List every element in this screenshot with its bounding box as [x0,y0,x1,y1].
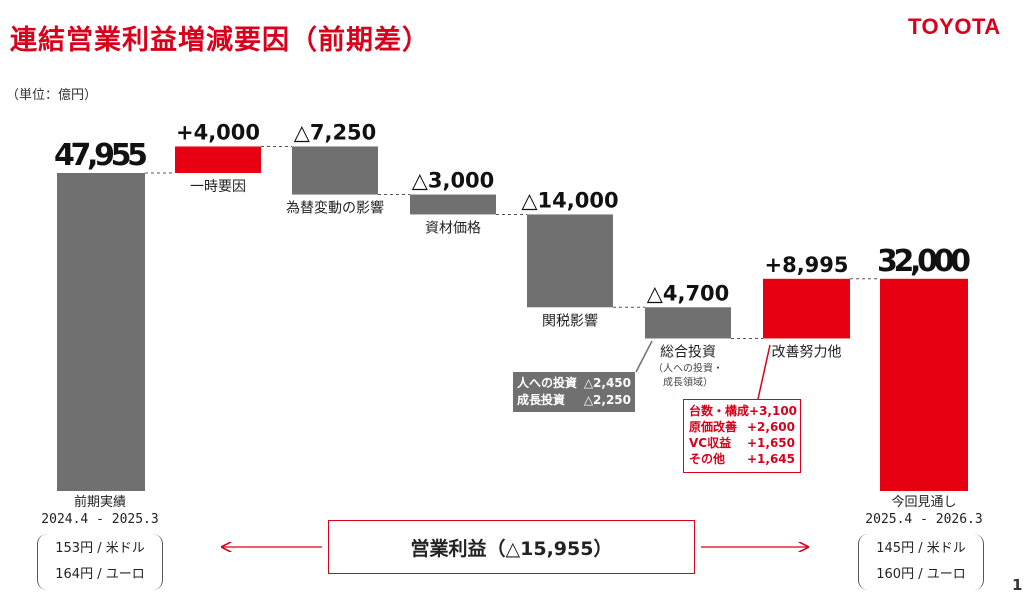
value-label: +4,000 [176,120,260,144]
value-label: 32,000 [877,244,971,279]
category-label: 為替変動の影響 [286,200,384,217]
bar-2 [292,146,378,195]
bar-1 [175,146,261,173]
kaizen-row-label: 台数・構成 [689,404,750,418]
kaizen-leader-line [757,344,771,400]
value-label: △7,250 [294,120,377,144]
current-period-range: 2025.4 - 2026.3 [865,512,983,527]
category-label: 一時要因 [190,179,246,195]
bar-0 [57,173,145,491]
kaizen-row: 台数・構成 +3,100 [689,403,798,419]
current-usd-rate: 145円 / 米ドル [876,541,966,556]
category-sublabel: 成長領域） [663,375,713,388]
current-period-label: 今回見通し [891,495,957,510]
unit-label: （単位：億円） [6,88,98,103]
kaizen-row-value: +3,100 [749,404,798,418]
value-label: △14,000 [521,188,618,212]
bar-3 [410,194,496,215]
bar-4 [527,214,613,308]
value-label: △3,000 [412,169,495,193]
kaizen-row: VC収益 +1,650 [689,435,795,451]
kaizen-row-label: VC収益 [689,436,732,450]
current-eur-rate: 160円 / ユーロ [876,567,966,582]
previous-fx-rates: 153円 / 米ドル 164円 / ユーロ [37,534,163,590]
previous-usd-rate: 153円 / 米ドル [55,541,145,556]
value-label: 47,955 [54,138,148,173]
page-title: 連結営業利益増減要因（前期差） [10,25,430,56]
current-fx-rates: 145円 / 米ドル 160円 / ユーロ [858,534,984,590]
operating-income-summary: 営業利益（△15,955） [328,520,695,574]
kaizen-row-value: +1,650 [746,436,795,450]
kaizen-row: その他 +1,645 [689,451,795,467]
investment-row: 人への投資 △2,450 [517,375,631,392]
kaizen-row-label: その他 [689,452,726,466]
kaizen-breakdown-box: 台数・構成 +3,100 原価改善 +2,600 VC収益 +1,650 その他… [683,399,801,473]
investment-row-label: 人への投資 [517,376,578,390]
investment-row-label: 成長投資 [517,393,566,407]
category-label: 総合投資 [660,344,716,360]
kaizen-row: 原価改善 +2,600 [689,419,795,435]
bar-5 [645,307,731,339]
investment-row: 成長投資 △2,250 [517,392,631,409]
bar-6 [763,278,850,339]
previous-eur-rate: 164円 / ユーロ [55,567,145,582]
category-sublabel: （人への投資・ [653,361,723,374]
category-label: 改善努力他 [772,344,842,360]
investment-leader-line [635,340,653,373]
investment-breakdown-box: 人への投資 △2,450 成長投資 △2,250 [513,372,635,412]
investment-row-value: △2,250 [583,393,631,407]
investment-row-value: △2,450 [583,376,631,390]
previous-period-label: 前期実績 [73,495,126,510]
previous-period-range: 2024.4 - 2025.3 [41,512,159,527]
kaizen-row-value: +1,645 [746,452,795,466]
category-label: 資材価格 [425,220,481,236]
value-label: +8,995 [764,253,848,277]
kaizen-row-value: +2,600 [746,420,795,434]
toyota-logo: TOYOTA [908,14,1001,39]
value-label: △4,700 [647,281,730,305]
page-number: 1 [1012,576,1023,594]
previous-period-caption: 前期実績 2024.4 - 2025.3 [30,494,170,528]
bar-7 [880,278,968,491]
category-label: 関税影響 [542,312,598,329]
kaizen-row-label: 原価改善 [689,420,738,434]
current-period-caption: 今回見通し 2025.4 - 2026.3 [852,494,996,528]
